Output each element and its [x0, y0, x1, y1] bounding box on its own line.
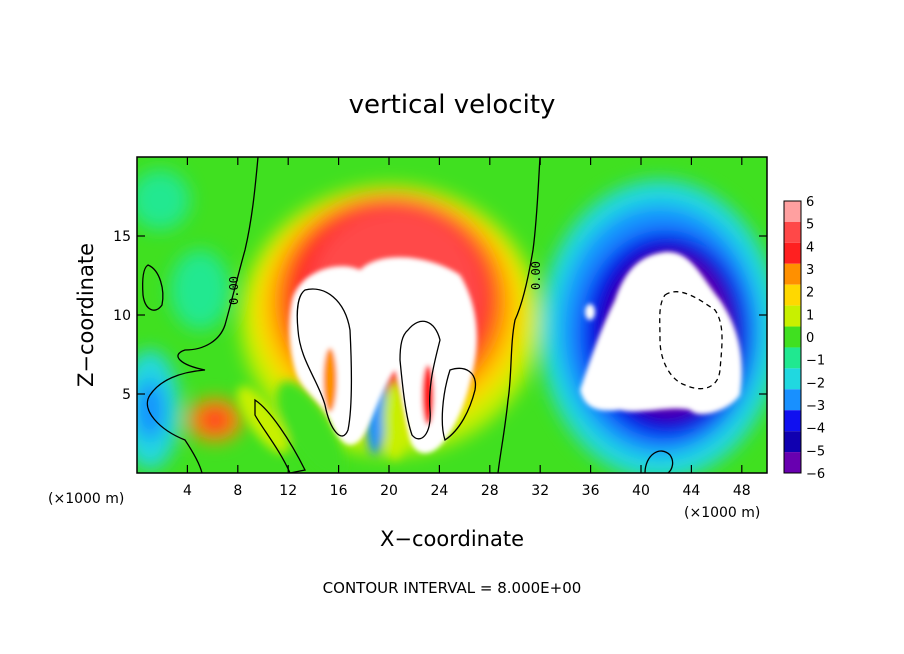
colorbar-label: 3: [806, 263, 814, 278]
colorbar-label: 4: [806, 240, 814, 255]
x-tick-label: 48: [733, 483, 751, 499]
x-tick-label: 40: [632, 483, 650, 499]
x-tick-label: 12: [279, 483, 297, 499]
contour-zero-left: [146, 157, 259, 473]
heatmap-field: [137, 157, 767, 473]
colorbar-frame: [783, 200, 802, 474]
colorbar-swatch: [784, 242, 801, 264]
contour-zero-right: [497, 157, 541, 473]
colorbar-swatch: [784, 389, 801, 411]
contour-bottom-right: [644, 450, 674, 473]
colorbar-label: −2: [806, 376, 825, 391]
x-unit-left: (×1000 m): [48, 491, 124, 507]
colorbar-label: 0: [806, 331, 814, 346]
y-tick-label: 15: [113, 229, 131, 245]
x-tick-label: 8: [233, 483, 242, 499]
y-axis-label: Z−coordinate: [74, 243, 98, 387]
colorbar-swatch: [784, 284, 801, 306]
colorbar-swatch: [784, 410, 801, 432]
colorbar-label: −6: [806, 467, 825, 482]
colorbar-label: 1: [806, 308, 814, 323]
contour-labels: 0.00 0.00: [227, 261, 543, 305]
colorbar-label: 5: [806, 218, 814, 233]
colorbar-label: −4: [806, 422, 825, 437]
x-axis-label: X−coordinate: [380, 527, 524, 551]
colorbar-label: −1: [806, 354, 825, 369]
x-tick-label: 36: [582, 483, 600, 499]
x-axis-ticks: 4 8 12 16 20 24 28 32 36 40 44 48: [183, 157, 751, 499]
contour-left-loop: [142, 264, 164, 311]
y-tick-label: 10: [113, 308, 131, 324]
x-tick-label: 4: [183, 483, 192, 499]
colorbar-label: 2: [806, 286, 814, 301]
x-unit-right: (×1000 m): [684, 505, 760, 521]
contour-lines: [142, 157, 723, 473]
contour-band-left: [254, 398, 306, 473]
colorbar-label: −3: [806, 399, 825, 414]
x-tick-label: 32: [531, 483, 549, 499]
colorbar-swatch: [784, 326, 801, 348]
colorbar-label: 6: [806, 195, 814, 210]
contour-label-left: 0.00: [227, 276, 241, 305]
colorbar: 6 5 4 3 2 1 0 −1 −2 −3 −4 −5 −6: [783, 195, 825, 482]
y-axis-ticks: 5 10 15: [113, 229, 767, 403]
x-tick-label: 24: [430, 483, 448, 499]
contour-core-right: [399, 320, 441, 440]
contour-interval-text: CONTOUR INTERVAL = 8.000E+00: [323, 579, 582, 597]
colorbar-swatch: [784, 347, 801, 369]
chart-title: vertical velocity: [349, 90, 556, 120]
colorbar-swatch: [784, 431, 801, 453]
colorbar-swatch: [784, 221, 801, 243]
contour-core-left: [296, 288, 352, 437]
colorbar-swatch: [784, 452, 801, 473]
colorbar-swatch: [784, 201, 801, 222]
contour-dashed: [659, 291, 723, 390]
x-tick-label: 16: [330, 483, 348, 499]
colorbar-swatch: [784, 368, 801, 390]
colorbar-label: −5: [806, 444, 825, 459]
contour-core-right-2: [441, 367, 477, 442]
x-tick-label: 44: [682, 483, 700, 499]
colorbar-swatch: [784, 305, 801, 327]
x-tick-label: 28: [481, 483, 499, 499]
x-tick-label: 20: [380, 483, 398, 499]
contour-label-right: 0.00: [529, 261, 543, 290]
y-tick-label: 5: [122, 387, 131, 403]
colorbar-swatch: [784, 263, 801, 285]
